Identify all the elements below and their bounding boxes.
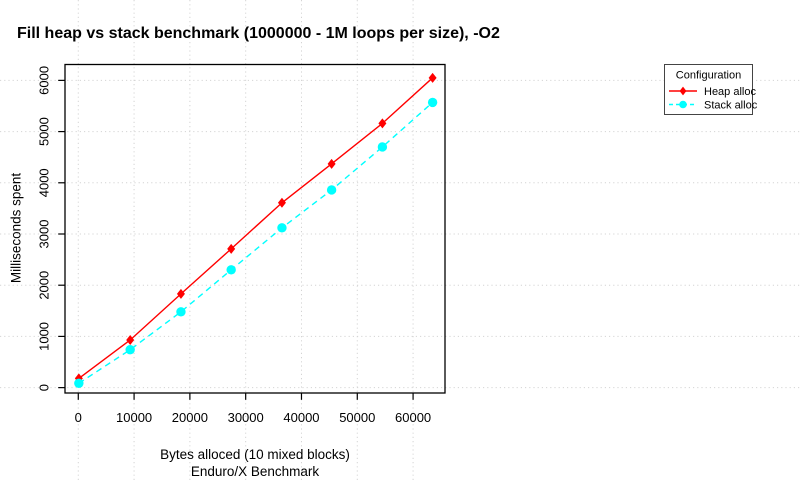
legend-box: [664, 64, 753, 115]
x-tick-label: 10000: [116, 410, 152, 425]
stack-alloc-line: [78, 101, 434, 384]
x-axis-subtitle: Enduro/X Benchmark: [190, 464, 320, 479]
y-tick-label: 4000: [37, 168, 52, 197]
heap-alloc-line: [78, 77, 434, 379]
y-tick-label: 0: [37, 384, 52, 391]
heap-alloc-data-point: [227, 243, 236, 254]
x-tick-label: 0: [75, 410, 82, 425]
x-tick-label: 20000: [172, 410, 208, 425]
heap-alloc-data-point: [428, 72, 437, 83]
series-layer: [74, 72, 438, 388]
x-tick-label: 50000: [339, 410, 375, 425]
y-tick-label: 5000: [37, 117, 52, 146]
stack-alloc-data-point: [377, 142, 388, 152]
x-tick-label: 40000: [283, 410, 319, 425]
x-tick-label: 30000: [228, 410, 264, 425]
stack-alloc-data-point: [277, 223, 287, 233]
legend-title: Configuration: [676, 70, 741, 82]
stack-alloc-data-point: [427, 97, 438, 108]
plot-area-border: [64, 63, 446, 394]
stack-alloc-data-point: [125, 345, 135, 355]
legend-item-heap: Heap alloc: [669, 86, 756, 98]
heap-alloc-data-point: [378, 118, 387, 129]
chart-title: Fill heap vs stack benchmark (1000000 - …: [17, 25, 500, 42]
y-tick-label: 2000: [37, 271, 52, 300]
stack-alloc-data-point: [226, 265, 236, 275]
heap-alloc-data-point: [126, 334, 135, 345]
y-tick-label: 1000: [37, 322, 52, 351]
stack-alloc-data-point: [176, 307, 186, 317]
legend-heap-diamond-icon: [679, 86, 687, 96]
x-axis-title: Bytes alloced (10 mixed blocks): [160, 447, 350, 462]
legend-stack-circle-icon: [679, 100, 687, 109]
y-tick-label: 3000: [37, 220, 52, 249]
y-tick-label: 6000: [37, 66, 52, 95]
legend-stack-label: Stack alloc: [704, 99, 758, 111]
series-heap-alloc: [74, 72, 437, 384]
stack-alloc-data-point: [326, 185, 337, 195]
heap-alloc-data-point: [277, 197, 286, 208]
axes-layer: 0 10000 20000 30000 40000 50000 60000 0 1000 2000…: [37, 66, 432, 425]
legend-item-stack: Stack alloc: [669, 99, 758, 111]
heap-alloc-data-point: [327, 158, 336, 169]
heap-alloc-data-point: [176, 288, 185, 299]
series-stack-alloc: [74, 97, 438, 388]
y-axis-title: Milliseconds spent: [8, 172, 24, 284]
x-tick-label: 60000: [395, 410, 431, 425]
stack-alloc-data-point: [74, 378, 84, 388]
legend-heap-label: Heap alloc: [704, 86, 756, 98]
legend: Configuration Heap alloc Stack alloc: [664, 64, 758, 115]
